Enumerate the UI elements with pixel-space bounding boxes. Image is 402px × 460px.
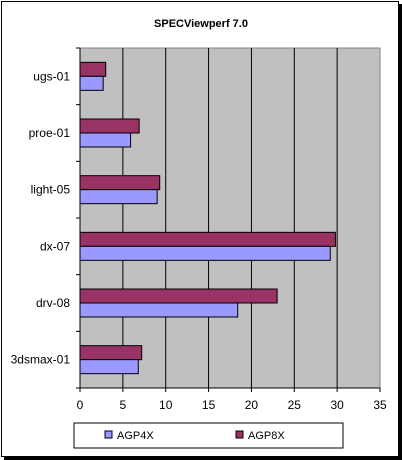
category-label: 3dsmax-01 <box>11 353 71 367</box>
bar-agp8x-light-05 <box>79 175 161 191</box>
x-tick-label: 0 <box>77 398 84 412</box>
bar-agp8x-dx-07 <box>79 231 336 247</box>
x-tick-label: 35 <box>373 398 387 412</box>
bar-agp4x-drv-08 <box>79 302 239 318</box>
bar-agp4x-dx-07 <box>79 245 331 261</box>
axes: 0 5 10 15 20 25 30 35 ugs-01 proe-01 light-05 dx-07… <box>11 47 387 412</box>
legend-label-agp4x: AGP4X <box>117 430 154 442</box>
category-label: proe-01 <box>29 126 71 140</box>
legend: AGP4X AGP8X <box>73 422 344 449</box>
legend-box <box>73 422 344 449</box>
x-tick-label: 30 <box>330 398 344 412</box>
category-label: ugs-01 <box>33 69 70 83</box>
bar-agp4x-ugs-01 <box>79 75 104 91</box>
grid-lines <box>122 48 338 388</box>
x-tick-label: 10 <box>159 398 173 412</box>
chart-title: SPECViewperf 7.0 <box>154 18 248 30</box>
legend-label-agp8x: AGP8X <box>248 430 285 442</box>
bar-agp8x-proe-01 <box>79 118 140 134</box>
category-label: light-05 <box>31 183 71 197</box>
bar-agp8x-drv-08 <box>79 288 278 304</box>
x-tick-label: 5 <box>120 398 127 412</box>
legend-swatch-agp8x <box>235 430 244 439</box>
category-label: dx-07 <box>40 239 70 253</box>
bar-agp8x-ugs-01 <box>79 61 107 77</box>
legend-swatch-agp4x <box>104 430 113 439</box>
x-tick-label: 15 <box>202 398 216 412</box>
plot-area <box>79 47 381 389</box>
x-tick-label: 20 <box>245 398 259 412</box>
category-label: drv-08 <box>36 296 70 310</box>
bar-agp4x-3dsmax-01 <box>79 359 139 375</box>
x-tick-label: 25 <box>288 398 302 412</box>
bar-agp8x-3dsmax-01 <box>79 345 143 361</box>
bar-agp4x-proe-01 <box>79 132 132 148</box>
bar-agp4x-light-05 <box>79 189 158 205</box>
